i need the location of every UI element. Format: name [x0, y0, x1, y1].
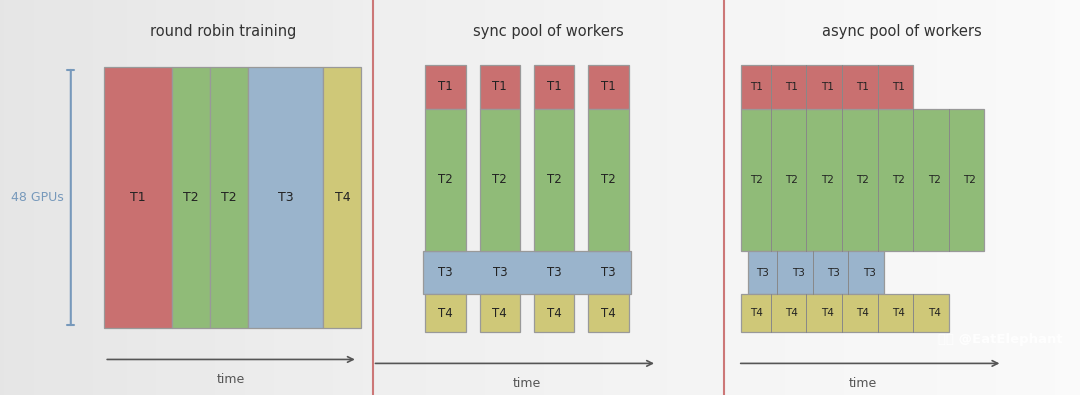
Text: T2: T2 — [546, 173, 562, 186]
Bar — [534, 109, 575, 251]
Text: T4: T4 — [892, 308, 905, 318]
Text: time: time — [217, 373, 245, 386]
Text: T1: T1 — [602, 81, 616, 93]
Text: round robin training: round robin training — [150, 24, 297, 39]
Text: 48 GPUs: 48 GPUs — [11, 191, 64, 204]
Bar — [742, 294, 949, 332]
Text: T2: T2 — [892, 175, 905, 185]
Text: T4: T4 — [750, 308, 762, 318]
Text: T4: T4 — [438, 307, 453, 320]
Text: T1: T1 — [856, 82, 869, 92]
Text: T4: T4 — [821, 308, 834, 318]
Text: T2: T2 — [183, 191, 199, 204]
Text: 知乎 @EatElephant: 知乎 @EatElephant — [937, 333, 1063, 346]
Bar — [589, 65, 629, 109]
Text: time: time — [513, 377, 541, 389]
Text: T4: T4 — [546, 307, 562, 320]
Text: T3: T3 — [492, 266, 508, 279]
Text: T4: T4 — [602, 307, 616, 320]
Text: T1: T1 — [492, 81, 508, 93]
Text: T4: T4 — [492, 307, 508, 320]
Text: sync pool of workers: sync pool of workers — [473, 24, 623, 39]
Bar — [324, 67, 362, 328]
Bar — [247, 67, 324, 328]
Text: T3: T3 — [278, 191, 294, 204]
Text: T2: T2 — [220, 191, 237, 204]
Text: T3: T3 — [756, 267, 769, 278]
Text: T2: T2 — [856, 175, 869, 185]
Text: T2: T2 — [821, 175, 834, 185]
Text: T3: T3 — [792, 267, 805, 278]
Bar — [480, 109, 521, 251]
Bar — [589, 109, 629, 251]
Text: T2: T2 — [785, 175, 798, 185]
Bar — [534, 65, 575, 109]
Bar — [426, 65, 465, 109]
Bar — [742, 109, 985, 251]
Bar — [210, 67, 247, 328]
Text: T1: T1 — [546, 81, 562, 93]
Text: T3: T3 — [546, 266, 562, 279]
Bar — [480, 294, 521, 332]
Text: T3: T3 — [438, 266, 453, 279]
Text: T2: T2 — [928, 175, 941, 185]
Bar — [426, 109, 465, 251]
Text: async pool of workers: async pool of workers — [822, 24, 982, 39]
Text: T3: T3 — [602, 266, 616, 279]
Text: T3: T3 — [863, 267, 876, 278]
Text: time: time — [849, 377, 877, 389]
Bar — [423, 251, 631, 294]
Text: T4: T4 — [785, 308, 798, 318]
Text: T1: T1 — [785, 82, 798, 92]
Bar — [589, 294, 629, 332]
Text: T1: T1 — [131, 191, 146, 204]
Text: T2: T2 — [438, 173, 453, 186]
Bar — [480, 65, 521, 109]
Text: T2: T2 — [963, 175, 976, 185]
Text: T4: T4 — [335, 191, 350, 204]
Text: T4: T4 — [928, 308, 941, 318]
Text: T1: T1 — [438, 81, 453, 93]
Bar — [747, 251, 883, 294]
Bar — [105, 67, 172, 328]
Text: T3: T3 — [827, 267, 840, 278]
Bar — [742, 65, 914, 109]
Text: T2: T2 — [492, 173, 508, 186]
Text: T1: T1 — [892, 82, 905, 92]
Bar — [172, 67, 210, 328]
Bar — [534, 294, 575, 332]
Text: T1: T1 — [750, 82, 762, 92]
Text: T2: T2 — [602, 173, 616, 186]
Bar — [426, 294, 465, 332]
Text: T1: T1 — [821, 82, 834, 92]
Text: T2: T2 — [750, 175, 762, 185]
Text: T4: T4 — [856, 308, 869, 318]
